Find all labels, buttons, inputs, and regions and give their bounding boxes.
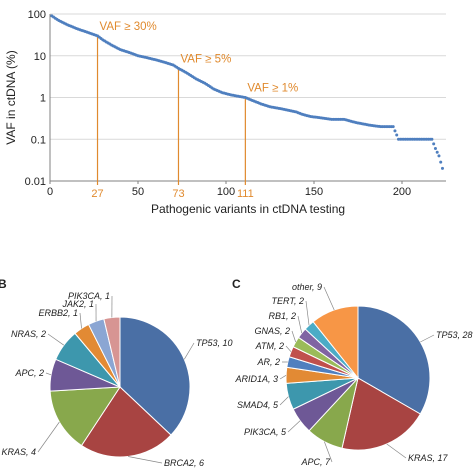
pie-slice-label: KRAS, 17 — [408, 453, 449, 463]
data-point — [437, 154, 441, 158]
data-point — [391, 125, 395, 129]
pie-slice-label: ERBB2, 1 — [38, 308, 78, 318]
pie-slice-label: ARID1A, 3 — [234, 374, 278, 384]
y-tick-label: 100 — [28, 9, 46, 21]
pie-leader-line — [285, 345, 292, 352]
pie-leader-line — [79, 312, 82, 329]
pie-leader-line — [287, 420, 301, 433]
pie-slice-label: other, 9 — [292, 282, 322, 292]
scatter-panel: 0.01 0.1 1 10 100 0 50 100 150 200 27 VAF ≥ 30% 73 VA… — [4, 9, 446, 216]
y-tick-label: 0.01 — [25, 176, 46, 188]
pie-slice-label: PIK3CA, 5 — [244, 427, 287, 437]
pie-slice-label: BRCA2, 6 — [164, 458, 204, 468]
threshold-x-label: 111 — [237, 188, 254, 200]
pie-leader-line — [420, 334, 435, 343]
pie-panel-b: B TP53, 10 BRCA2, 6 KRAS, 4 APC, 2 NRAS, 2 ERB… — [0, 277, 233, 468]
threshold-label: VAF ≥ 5% — [180, 53, 231, 65]
pie-leader-line — [297, 315, 303, 334]
data-point — [435, 150, 439, 154]
pie-slice-label: JAK2, 1 — [61, 299, 94, 309]
pie-leader-line — [279, 396, 289, 406]
pie-leader-line — [324, 441, 333, 463]
panel-label: B — [0, 277, 7, 291]
pie-leader-line — [279, 375, 287, 380]
pie-slice-label: APC, 7 — [300, 457, 331, 467]
y-axis-title: VAF in ctDNA (%) — [4, 50, 18, 144]
threshold-x-label: 27 — [91, 188, 103, 200]
pie-slice-label: ATM, 2 — [255, 341, 284, 351]
data-point — [440, 166, 444, 170]
x-tick-label: 0 — [47, 186, 53, 198]
pie-leader-line — [47, 333, 65, 346]
pie-slice-kras — [341, 377, 422, 451]
x-tick-label: 100 — [217, 186, 235, 198]
pie-slice-label: GNAS, 2 — [254, 326, 290, 336]
pie-slice-tp53 — [119, 316, 191, 436]
pie-slice-label: TERT, 2 — [271, 296, 304, 306]
pie-leader-line — [323, 286, 335, 311]
pie-panel-c: C TP53, 28 KRAS, 17 APC, 7 PIK3CA, 5 SMAD4, 5… — [232, 277, 473, 467]
pie-slice-pik3ca — [103, 316, 121, 388]
pie-slice-label: AR, 2 — [256, 357, 280, 367]
pie-leader-line — [128, 456, 163, 464]
threshold-label: VAF ≥ 30% — [100, 21, 157, 33]
data-point — [432, 142, 436, 146]
pie-leader-line — [45, 372, 52, 376]
pie-slice-label: NRAS, 2 — [11, 329, 46, 339]
y-tick-label: 0.1 — [31, 134, 46, 146]
x-tick-label: 200 — [393, 186, 411, 198]
pie-slice-label: SMAD4, 5 — [237, 400, 279, 410]
pie-slice-other — [312, 305, 359, 380]
x-tick-label: 150 — [305, 186, 323, 198]
y-tick-label: 10 — [34, 51, 46, 63]
data-point — [439, 160, 443, 164]
pie-slice-kras — [49, 386, 121, 447]
threshold-x-label: 73 — [172, 188, 184, 200]
threshold-label: VAF ≥ 1% — [247, 83, 298, 95]
data-point — [393, 129, 397, 133]
pie-slice-label: TP53, 28 — [436, 330, 473, 340]
pie-slice-brca2 — [80, 386, 172, 458]
panel-label: C — [232, 277, 241, 291]
pie-leader-line — [291, 330, 296, 343]
data-point — [395, 133, 399, 137]
pie-slice-label: APC, 2 — [14, 368, 44, 378]
pie-leader-line — [183, 342, 195, 360]
pie-leader-line — [305, 300, 310, 326]
pie-leader-line — [386, 443, 407, 459]
pie-slice-label: PIK3CA, 1 — [68, 291, 110, 301]
pie-slice-label: KRAS, 4 — [1, 447, 36, 457]
pie-slice-label: TP53, 10 — [196, 338, 233, 348]
pie-leader-line — [37, 421, 60, 453]
data-point — [430, 137, 434, 141]
x-tick-label: 50 — [132, 186, 144, 198]
pie-slice-label: RB1, 2 — [268, 311, 296, 321]
y-tick-label: 1 — [40, 93, 46, 105]
data-point — [433, 147, 437, 151]
x-axis-title: Pathogenic variants in ctDNA testing — [151, 202, 345, 216]
